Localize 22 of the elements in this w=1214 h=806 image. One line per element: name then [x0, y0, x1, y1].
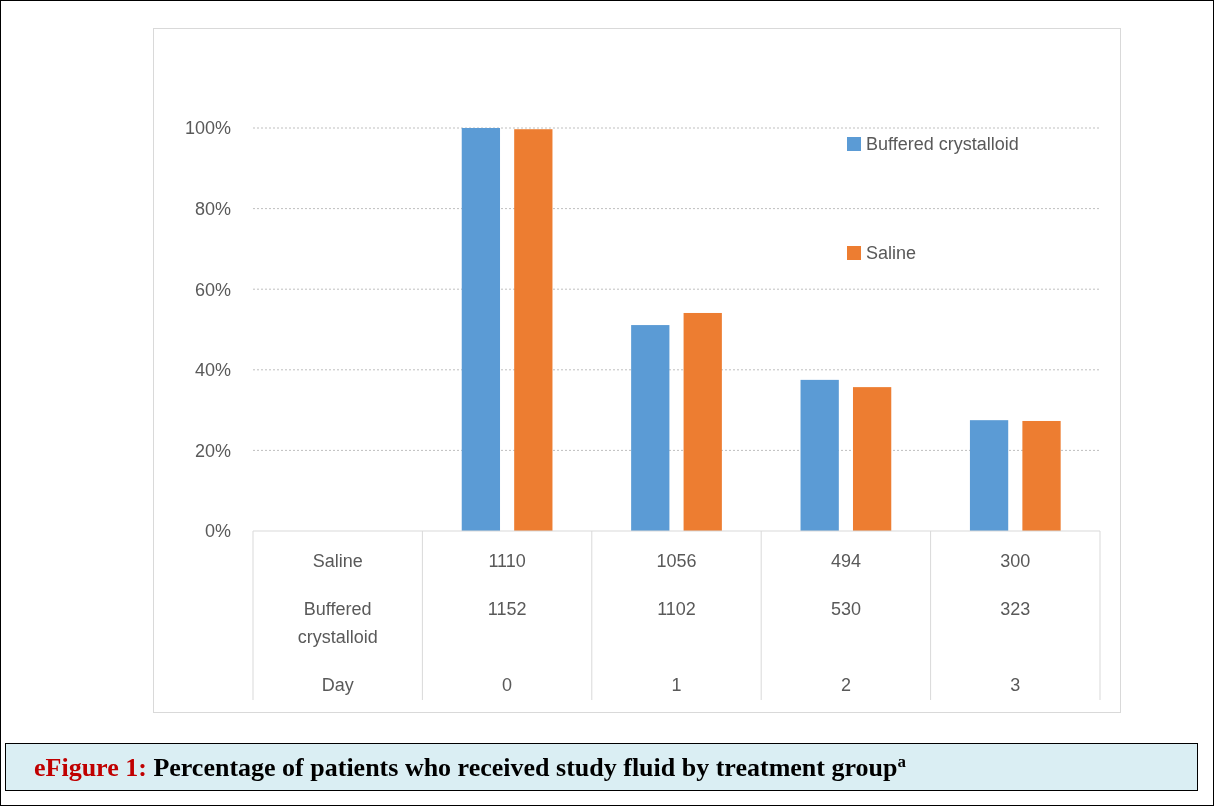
y-tick-label: 60% [194, 279, 231, 300]
legend-label: Buffered crystalloid [866, 134, 1019, 155]
legend-label: Saline [866, 243, 917, 264]
y-tick-label: 100% [184, 118, 231, 139]
bar [852, 387, 892, 531]
bar [631, 325, 670, 531]
category-label: 1110 1152 0 [487, 551, 527, 696]
y-tick-label: 0% [204, 521, 231, 542]
bar [514, 129, 553, 531]
y-tick-label: 20% [194, 440, 231, 461]
category-label: 494 530 2 [830, 551, 861, 696]
bar [1022, 420, 1061, 531]
bar [461, 128, 501, 531]
category-label: 300 323 3 [1000, 551, 1031, 696]
y-tick-label: 80% [194, 198, 231, 219]
bar [683, 312, 722, 531]
category-label: 1056 1102 1 [656, 551, 697, 696]
bar [800, 379, 839, 531]
text: eFigure 1: Percentage of patients who received study fluid by treatment group$^{a}$ [34, 751, 907, 782]
bar [969, 420, 1009, 531]
y-tick-label: 40% [194, 360, 231, 381]
category-label: Saline Buffered crystalloid Day [297, 551, 378, 696]
